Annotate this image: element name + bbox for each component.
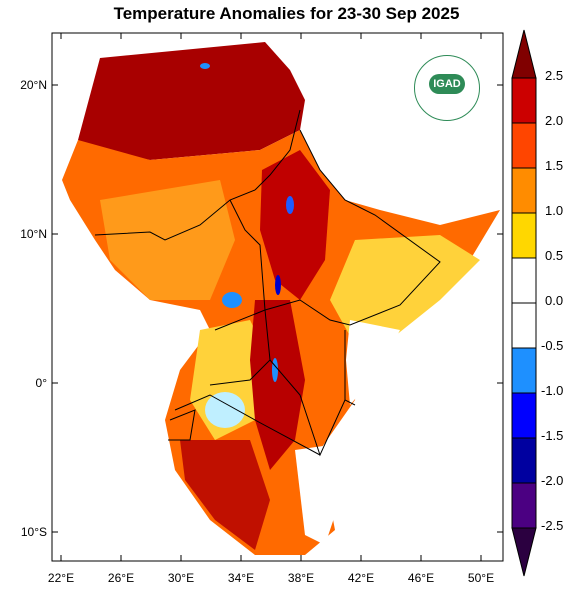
cool-spot-west [222, 292, 242, 308]
lon-label-42e: 42°E [348, 571, 374, 585]
colorbar-seg-neg1.0-neg0.5 [511, 347, 537, 394]
lon-label-22e: 22°E [48, 571, 74, 585]
border-ss-eth [229, 199, 266, 311]
colorbar-seg-1.0-1.5 [511, 167, 537, 214]
border-sudan-east [254, 109, 301, 191]
igad-logo: IGAD [414, 55, 480, 121]
lon-label-26e: 26°E [108, 571, 134, 585]
colorbar-label-neg2.0: -2.0 [541, 473, 563, 488]
cool-spot-highland-1 [286, 196, 294, 214]
colorbar-seg-1.5-2.0 [511, 122, 537, 169]
colorbar-label-2.5: 2.5 [545, 68, 563, 83]
lon-label-46e: 46°E [408, 571, 434, 585]
colorbar-label-neg2.5: -2.5 [541, 518, 563, 533]
region-moderate [100, 180, 235, 300]
border-somalia [344, 330, 356, 406]
lon-label-34e: 34°E [228, 571, 254, 585]
colorbar-label-1.5: 1.5 [545, 158, 563, 173]
lake-victoria [205, 392, 245, 428]
colorbar-label-2.0: 2.0 [545, 113, 563, 128]
country-borders [94, 109, 441, 457]
colorbar-label-1.0: 1.0 [545, 203, 563, 218]
map-title: Temperature Anomalies for 23-30 Sep 2025 [113, 4, 460, 23]
lon-ticks [60, 33, 482, 561]
south-hot-band [180, 440, 270, 550]
region-neutral-south [295, 445, 340, 545]
colorbar-seg-0.5-1.0 [511, 212, 537, 259]
colorbar-label-neg1.0: -1.0 [541, 383, 563, 398]
logo-badge [429, 74, 465, 94]
lat-ticks [52, 84, 503, 533]
border-sudan-south [94, 189, 256, 241]
lon-label-30e: 30°E [168, 571, 194, 585]
highland-hot-band [260, 150, 330, 300]
rift-hot-band [250, 300, 305, 470]
region-north-hot [78, 42, 305, 160]
border-tanzania [174, 394, 321, 456]
border-rwanda [168, 409, 196, 441]
border-ethiopia [264, 129, 441, 326]
colorbar-seg-neg2.0-neg1.5 [511, 437, 537, 484]
lat-label-20n: 20°N [20, 78, 47, 92]
colorbar [511, 29, 537, 577]
anomaly-field [62, 42, 500, 555]
lat-label-10s: 10°S [21, 525, 47, 539]
cool-spot-north [200, 63, 210, 69]
colorbar-seg-neg2.5-neg2.0 [511, 482, 537, 529]
cool-spot-highland-2 [275, 275, 281, 295]
lat-label-0: 0° [36, 376, 48, 390]
colorbar-label-0.5: 0.5 [545, 248, 563, 263]
colorbar-seg-2.0-2.5 [511, 77, 537, 124]
lat-label-10n: 10°N [20, 227, 47, 241]
region-neutral-somalia [346, 320, 400, 405]
lon-label-50e: 50°E [468, 571, 494, 585]
cool-spot-rift [272, 358, 278, 382]
colorbar-label-neg0.5: -0.5 [541, 338, 563, 353]
border-kenya [269, 359, 346, 457]
colorbar-seg-neg0.5-0.0 [511, 302, 537, 349]
lon-label-38e: 38°E [288, 571, 314, 585]
colorbar-label-neg1.5: -1.5 [541, 428, 563, 443]
logo-text: IGAD [433, 78, 461, 90]
colorbar-bottom-arrow [511, 527, 537, 577]
colorbar-seg-0.0-0.5 [511, 257, 537, 304]
colorbar-top-arrow [511, 29, 537, 79]
colorbar-label-0.0: 0.0 [545, 293, 563, 308]
colorbar-seg-neg1.5-neg1.0 [511, 392, 537, 439]
